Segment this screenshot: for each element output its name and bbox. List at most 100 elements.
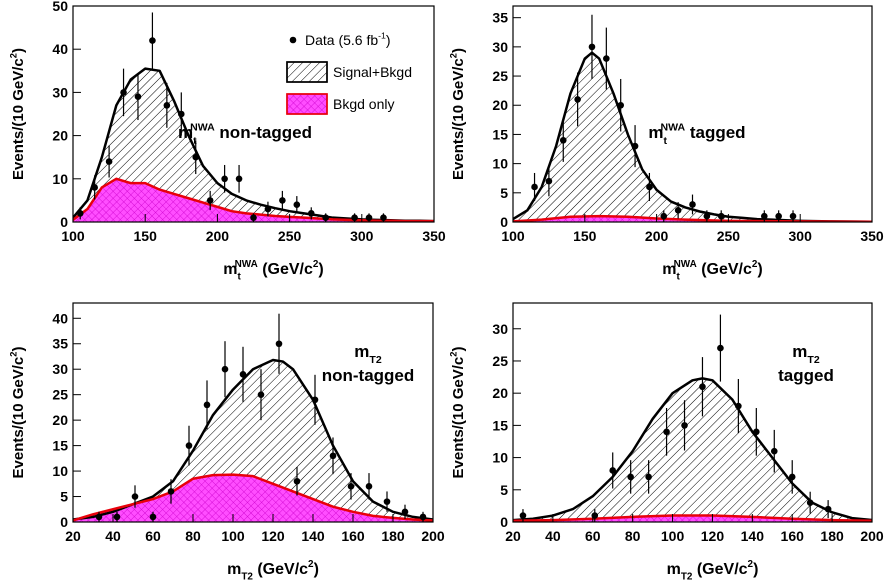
y-axis-label: Events/(10 GeV/c2) [8,48,27,180]
text-part: 2 [308,559,314,570]
y-tick-label: 5 [60,489,68,505]
text-part: T2 [369,354,381,366]
annotation: mt NWA tagged [648,121,745,147]
text-part: ) [10,347,27,352]
text-part: Events/(10 GeV/c [450,58,467,180]
y-axis-label: Events/(10 GeV/c2) [8,347,27,479]
y-tick-label: 0 [60,514,68,530]
annotation: mT2 [792,342,820,366]
area-pattern [73,68,434,222]
y-tick-label: 25 [492,353,508,369]
data-point [347,483,355,490]
data-point [257,391,265,398]
text-part: NWA [190,121,215,133]
x-tick-label: 60 [145,528,161,544]
text-part: (GeV/c [697,261,752,278]
data-point [293,477,301,485]
data-point [131,493,139,500]
data-point [645,473,652,481]
text-part: t [237,272,241,283]
annotation: mT2 [354,342,382,366]
area-pattern [513,378,872,522]
data-point [149,37,156,44]
data-point [717,212,725,220]
frame [512,302,873,523]
x-tick-label: 150 [573,228,597,244]
frame [512,5,873,223]
text-part: t [676,272,680,283]
text-part: -1 [378,31,386,41]
data-point [753,428,760,436]
x-tick-label: 250 [717,228,741,244]
data-point [91,184,98,191]
text-part: 2 [752,259,758,270]
area-pattern [513,52,872,222]
y-tick-label: 10 [52,171,68,187]
data-point [167,488,175,495]
data-point [735,402,742,410]
y-tick-label: 10 [52,463,68,479]
data-point [329,452,337,460]
text-part: NWA [661,121,686,133]
data-point [293,201,301,209]
plot-area [73,313,433,522]
frame [72,302,434,523]
x-tick-label: 200 [860,528,884,544]
y-tick-label: 0 [500,214,508,230]
x-axis-label: mt NWA (GeV/c2) [223,259,324,283]
data-point [113,513,121,521]
text-part: ) [386,32,391,48]
data-point [603,55,610,62]
data-point [192,153,200,161]
text-part: ) [450,48,467,53]
area-pattern [513,216,872,222]
data-point [806,499,814,506]
x-tick-label: 200 [645,228,669,244]
data-point [617,101,624,109]
y-tick-label: 30 [492,39,508,55]
data-point [307,210,315,217]
x-tick-label: 20 [65,528,81,544]
x-tick-label: 20 [505,528,521,544]
y-tick-label: 20 [492,385,508,401]
data-point [95,513,103,521]
plot-area [73,12,434,222]
text-part: T2 [241,572,253,583]
legend-swatch-pattern [286,61,328,83]
data-point [699,383,706,391]
data-point [221,175,228,183]
legend-swatch-pattern [286,93,328,115]
text-part: m [227,561,241,578]
x-tick-label: 160 [341,528,365,544]
x-tick-label: 350 [422,228,446,244]
y-tick-label: 25 [52,387,68,403]
y-tick-label: 35 [52,336,68,352]
x-tick-label: 200 [206,228,230,244]
y-tick-label: 15 [492,417,508,433]
x-tick-label: 100 [221,528,245,544]
data-point [311,396,319,404]
data-point [203,401,211,409]
x-tick-label: 40 [105,528,121,544]
data-point [775,212,782,220]
text-part: 2 [313,259,319,270]
text-part: non-tagged [215,123,312,142]
x-axis-label: mT2 (GeV/c2) [667,559,759,583]
y-tick-label: 5 [500,482,508,498]
data-point [717,344,724,352]
curve [513,51,872,222]
data-point [383,498,391,505]
data-point [250,214,257,221]
y-tick-label: 15 [52,438,68,454]
annotation: mt NWA non-tagged [178,121,312,147]
text-part: T2 [807,354,819,366]
x-axis-label: mT2 (GeV/c2) [227,559,319,583]
y-axis-label: Events/(10 GeV/c2) [448,48,467,180]
text-part: m [667,561,681,578]
x-tick-label: 100 [661,528,685,544]
x-tick-label: 250 [278,228,302,244]
y-tick-label: 5 [500,185,508,201]
data-point [105,158,113,165]
data-point [380,214,387,221]
text-part: m [662,261,676,278]
